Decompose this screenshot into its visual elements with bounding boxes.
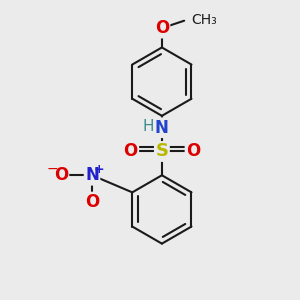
Text: N: N bbox=[155, 119, 169, 137]
Text: O: O bbox=[54, 166, 68, 184]
Text: O: O bbox=[186, 142, 200, 160]
Text: −: − bbox=[46, 162, 58, 176]
Text: S: S bbox=[155, 142, 168, 160]
Text: O: O bbox=[85, 193, 99, 211]
Text: H: H bbox=[143, 119, 154, 134]
Text: CH₃: CH₃ bbox=[192, 13, 218, 27]
Text: N: N bbox=[85, 166, 99, 184]
Text: O: O bbox=[124, 142, 138, 160]
Text: +: + bbox=[94, 163, 104, 176]
Text: O: O bbox=[155, 19, 169, 37]
